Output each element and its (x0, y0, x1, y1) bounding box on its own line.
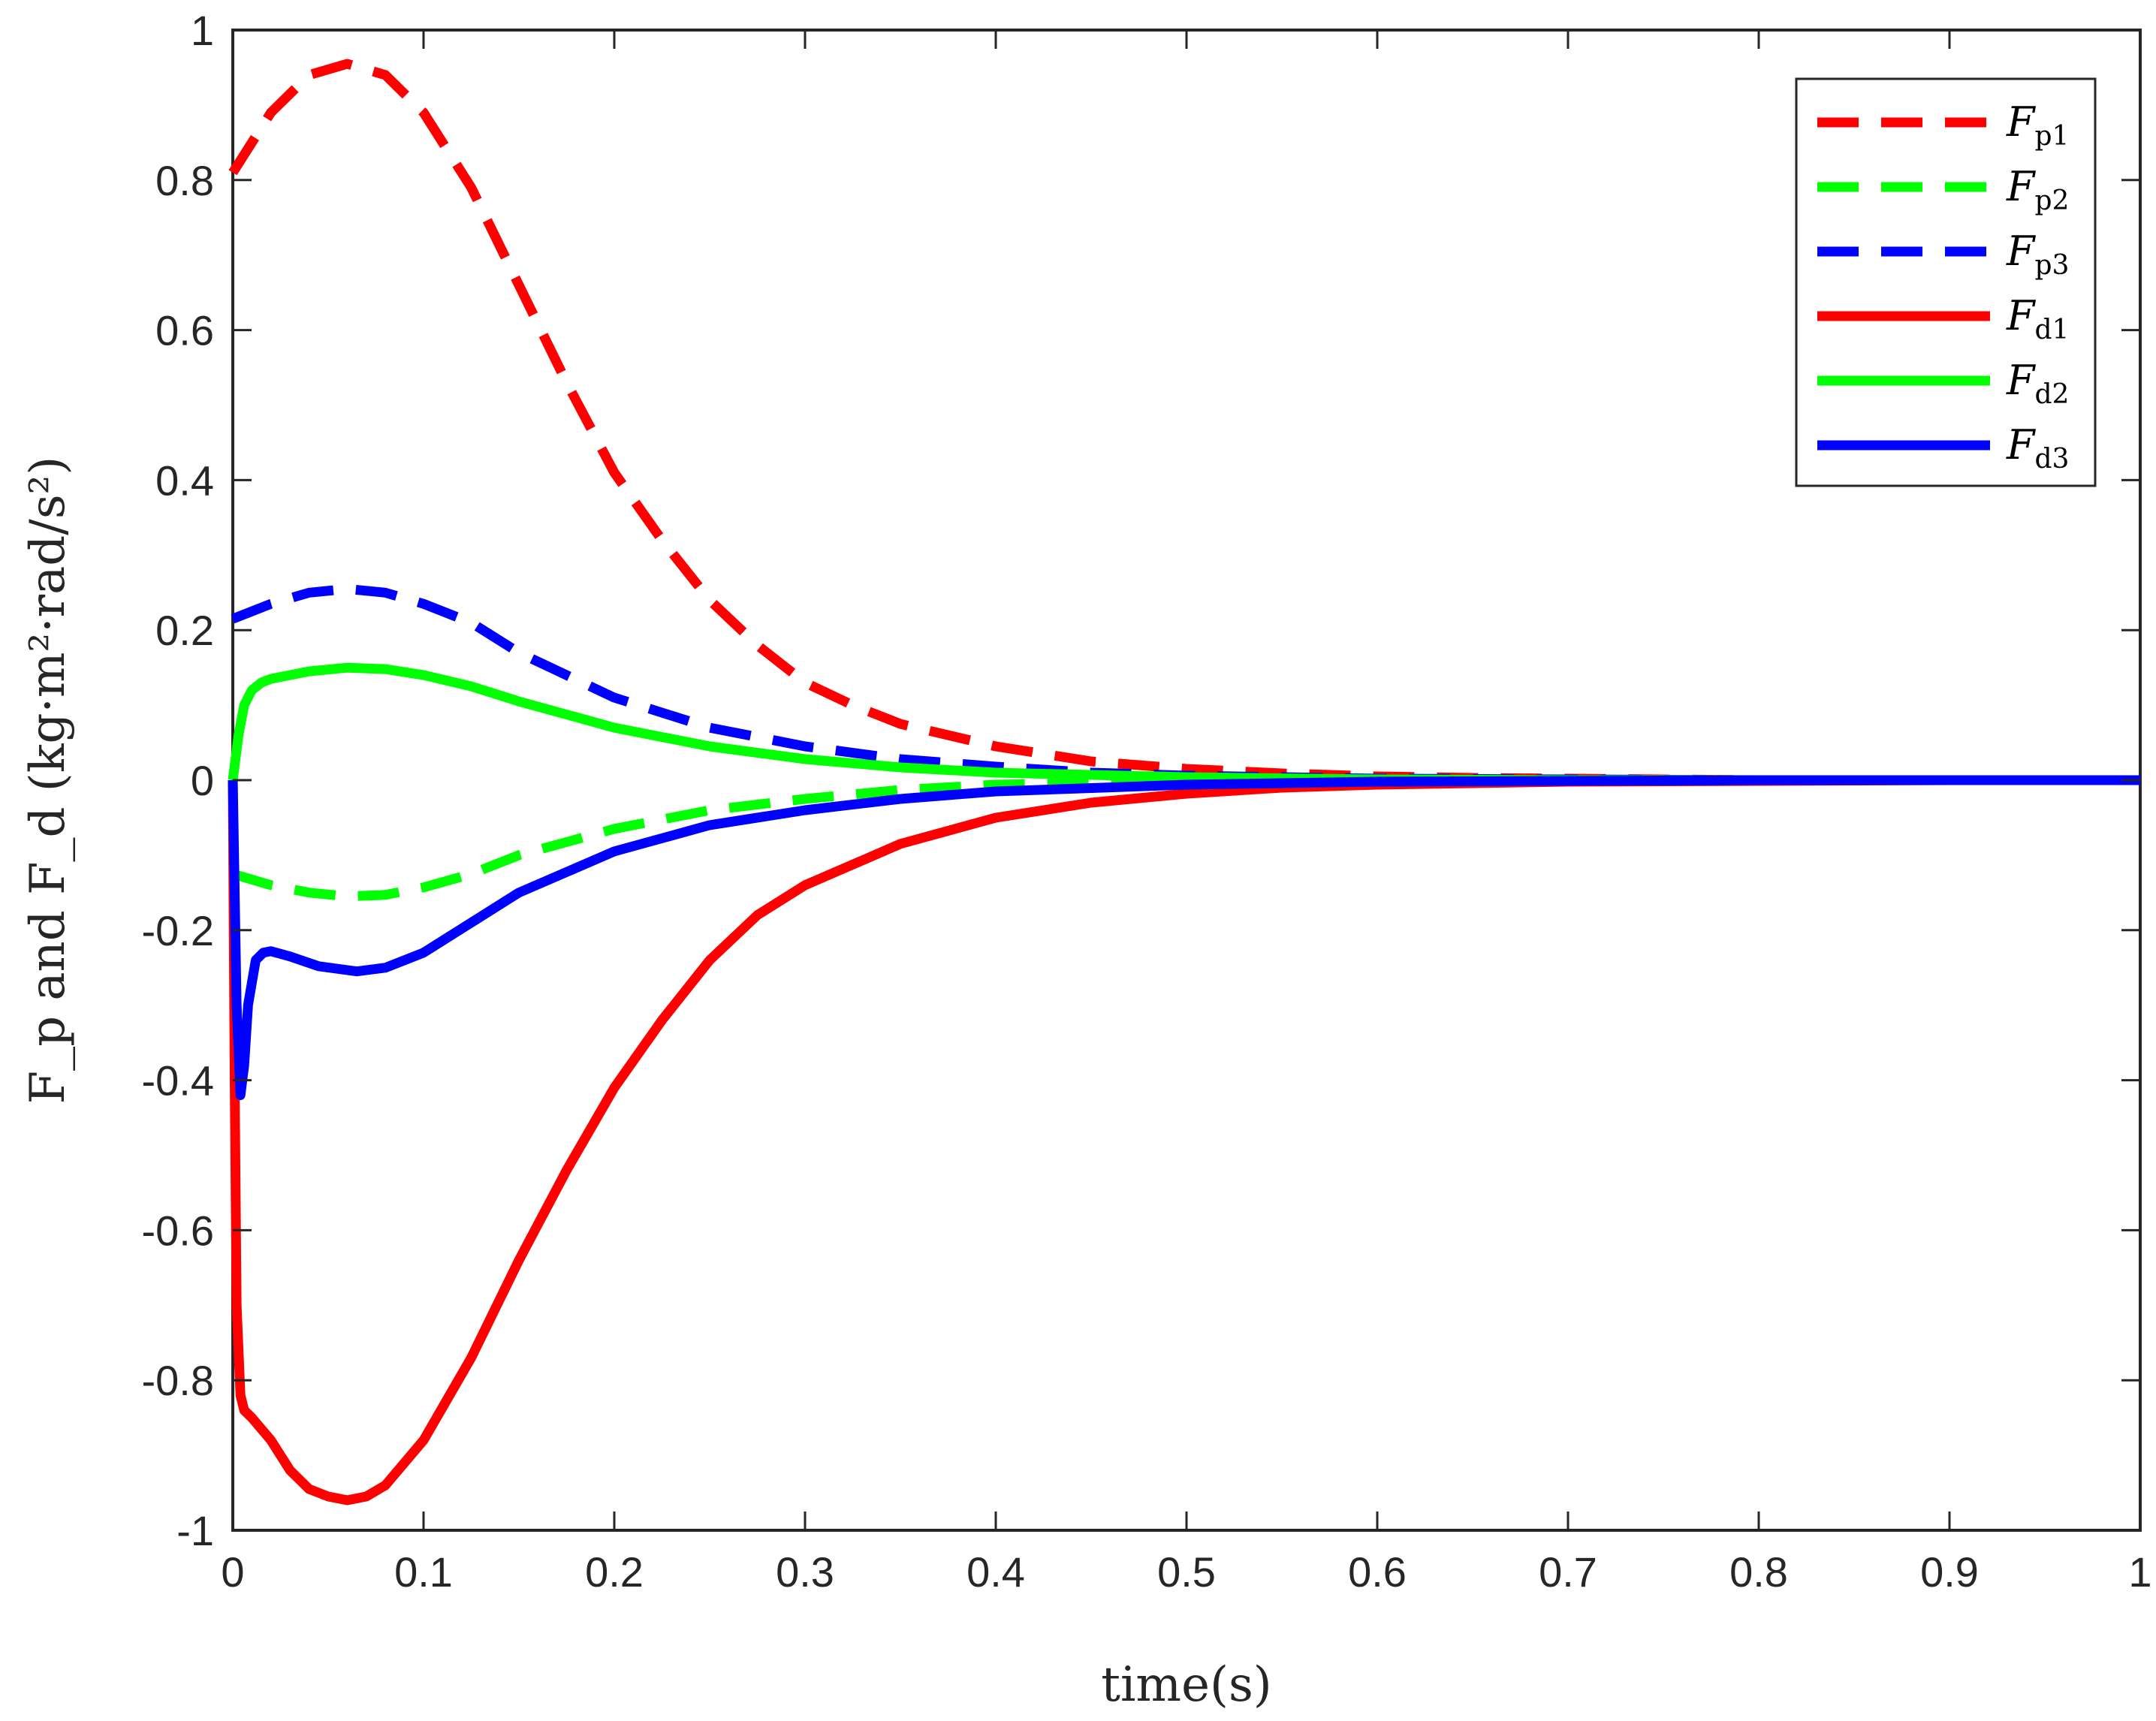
series-layer (228, 59, 2140, 1505)
y-tick-label: -0.2 (142, 907, 215, 954)
series-line-fd1 (228, 775, 2140, 1505)
x-tick-label: 0.3 (776, 1548, 834, 1596)
x-tick-label: 0.6 (1348, 1548, 1407, 1596)
legend-label-fd1: Fd1 (2006, 292, 2069, 345)
tick-layer: 0 0.1 0.2 0.3 0.4 0.5 0.6 0.7 0.8 0.9 1 -1 -0.8 -0.6 -… (142, 7, 2152, 1596)
y-tick-label: 0.6 (155, 307, 214, 354)
legend-label-fd3: Fd3 (2006, 421, 2069, 475)
y-tick-label: 1 (191, 7, 214, 54)
y-axis-label: F_p and F_d (kg·m²·rad/s²) (20, 457, 76, 1105)
x-tick-label: 0.8 (1729, 1548, 1788, 1596)
legend-label-fp1: Fp1 (2006, 98, 2069, 152)
x-tick-label: 0.1 (394, 1548, 453, 1596)
y-tick-label: 0 (191, 757, 214, 804)
y-tick-label: -0.4 (142, 1057, 215, 1105)
legend-box (1795, 77, 2097, 487)
x-tick-label: 0.7 (1539, 1548, 1597, 1596)
y-tick-label: -1 (176, 1507, 214, 1554)
y-tick-label: -0.8 (142, 1357, 215, 1404)
legend-label-fp2: Fp2 (2006, 163, 2069, 216)
y-tick-label: -0.6 (142, 1207, 215, 1254)
legend: Fp1 Fp2 Fp3 Fd1 Fd2 Fd3 (1795, 77, 2097, 487)
y-tick-label: 0.8 (155, 157, 214, 204)
y-tick-label: 0.2 (155, 607, 214, 654)
y-tick-label: 0.4 (155, 457, 214, 504)
legend-label-fd2: Fd2 (2006, 357, 2069, 410)
x-tick-label: 0 (221, 1548, 244, 1596)
x-tick-label: 0.9 (1920, 1548, 1979, 1596)
series-line-fd3 (228, 775, 2140, 1101)
x-tick-label: 0.4 (966, 1548, 1025, 1596)
legend-label-fp3: Fp3 (2006, 228, 2069, 281)
x-tick-label: 0.5 (1157, 1548, 1216, 1596)
x-axis-label: time(s) (1101, 1657, 1272, 1713)
x-tick-label: 1 (2128, 1548, 2151, 1596)
x-tick-label: 0.2 (585, 1548, 644, 1596)
